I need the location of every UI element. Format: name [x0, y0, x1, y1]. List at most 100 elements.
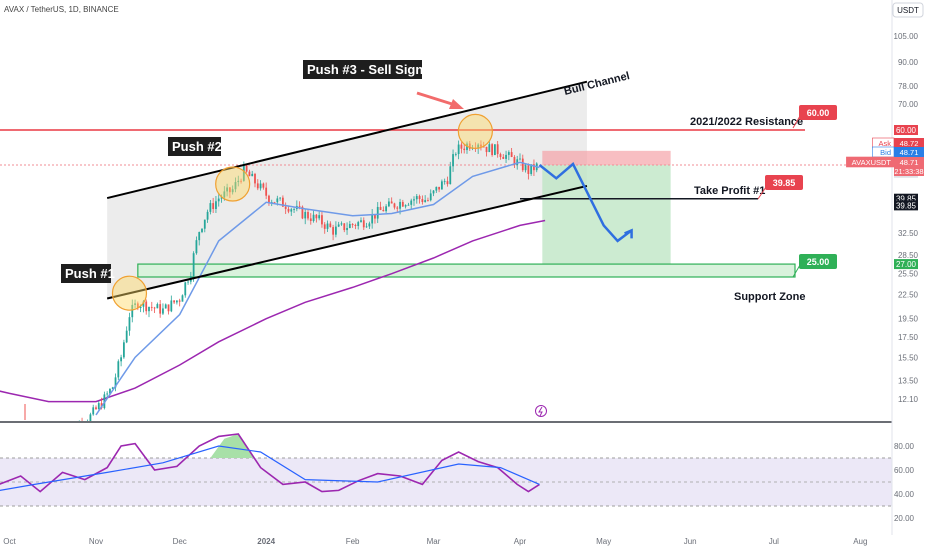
axis-price-tag: 39.85: [894, 200, 918, 211]
candle-body: [153, 307, 156, 309]
candle-body: [70, 432, 72, 438]
candle-body: [173, 300, 176, 303]
candle: [184, 281, 187, 298]
candle-body: [242, 165, 245, 181]
candle-body: [527, 165, 530, 174]
candle-body: [513, 157, 516, 166]
rsi-line: [0, 433, 540, 493]
push3-label: Push #3 - Sell Signal: [303, 60, 434, 79]
candle-body: [407, 204, 410, 206]
candle: [435, 186, 438, 193]
candle: [443, 178, 446, 185]
push1-label-bg: [61, 264, 111, 283]
candle: [245, 164, 248, 173]
candle-body: [393, 203, 396, 208]
candle-body: [97, 403, 100, 410]
candle: [195, 236, 198, 255]
candle-body: [150, 306, 153, 308]
candle-body: [499, 154, 502, 157]
candle-body: [84, 425, 86, 428]
candle: [228, 187, 231, 199]
candle-body: [187, 281, 189, 283]
candle-body: [279, 197, 282, 199]
push2-label-text: Push #2: [172, 139, 222, 154]
candle-body: [385, 206, 388, 212]
candle: [170, 295, 173, 313]
candle: [145, 299, 148, 315]
candle-body: [248, 171, 251, 177]
candle: [485, 146, 488, 157]
candle-body: [485, 146, 488, 153]
candle: [265, 182, 268, 200]
candle: [396, 206, 399, 212]
candle-body: [73, 426, 75, 431]
candle: [150, 301, 153, 312]
candle-body: [109, 388, 111, 394]
candle-body: [131, 304, 134, 318]
candle-body: [337, 224, 340, 227]
candle-body: [103, 394, 106, 409]
candle: [332, 224, 335, 241]
candle-body: [488, 144, 491, 153]
price-tick-label: 28.50: [898, 251, 919, 260]
axis-price-tag-bg: [894, 193, 918, 204]
candle: [404, 204, 407, 209]
currency-box[interactable]: [892, 2, 924, 18]
candle: [427, 197, 429, 202]
candle: [468, 140, 471, 151]
candle-body: [301, 206, 304, 219]
candle-body: [318, 215, 321, 219]
candle: [519, 153, 521, 161]
candle: [192, 251, 195, 282]
quote-tag: AVAXUSDT 48.71: [846, 156, 924, 168]
time-tick-label: Jul: [769, 537, 779, 546]
price-tick-label: 70.00: [898, 100, 919, 109]
quote-tag-label: Bid: [880, 148, 891, 157]
candle-body: [139, 306, 142, 309]
candle: [64, 435, 66, 441]
candle: [67, 433, 69, 442]
candle: [323, 222, 326, 234]
price-tick-label: 12.10: [898, 395, 919, 404]
support-tag-connector: [792, 264, 801, 278]
candle: [527, 163, 530, 180]
candle: [371, 209, 374, 229]
candle: [231, 185, 234, 195]
candle-body: [89, 414, 92, 421]
push-circle: [111, 275, 148, 311]
candle-body: [519, 158, 521, 160]
candle: [117, 359, 120, 380]
candle: [454, 152, 457, 157]
currency-label[interactable]: USDT: [897, 6, 919, 15]
candle-body: [401, 201, 404, 207]
candle: [393, 202, 396, 210]
take-profit-label: Take Profit #1: [694, 185, 765, 197]
candle: [410, 198, 413, 210]
quote-tag-label: AVAXUSDT: [852, 158, 892, 167]
axis-price-tag-text: 27.00: [896, 260, 917, 269]
candle: [382, 206, 385, 212]
candle: [284, 202, 287, 215]
candle-body: [343, 223, 346, 231]
candle: [206, 209, 209, 223]
bull-channel-label: Bull Channel: [563, 70, 631, 98]
candle-body: [114, 377, 117, 388]
candle: [440, 179, 443, 190]
projection-arrowhead: [624, 228, 633, 239]
candle: [156, 302, 159, 309]
candle: [259, 180, 262, 191]
time-tick-label: Aug: [853, 537, 867, 546]
candle-body: [502, 156, 505, 159]
candle: [432, 189, 435, 197]
candle-body: [429, 193, 432, 201]
candle-body: [162, 308, 164, 314]
candle-body: [122, 342, 125, 358]
axis-price-tag-bg: [894, 259, 918, 270]
price-tick-label: 19.50: [898, 315, 919, 324]
candle-body: [516, 159, 519, 166]
currency-selector[interactable]: USDT: [892, 2, 924, 18]
support-tag-bg: [799, 254, 837, 269]
candle-body: [64, 438, 66, 439]
candle: [413, 196, 415, 206]
